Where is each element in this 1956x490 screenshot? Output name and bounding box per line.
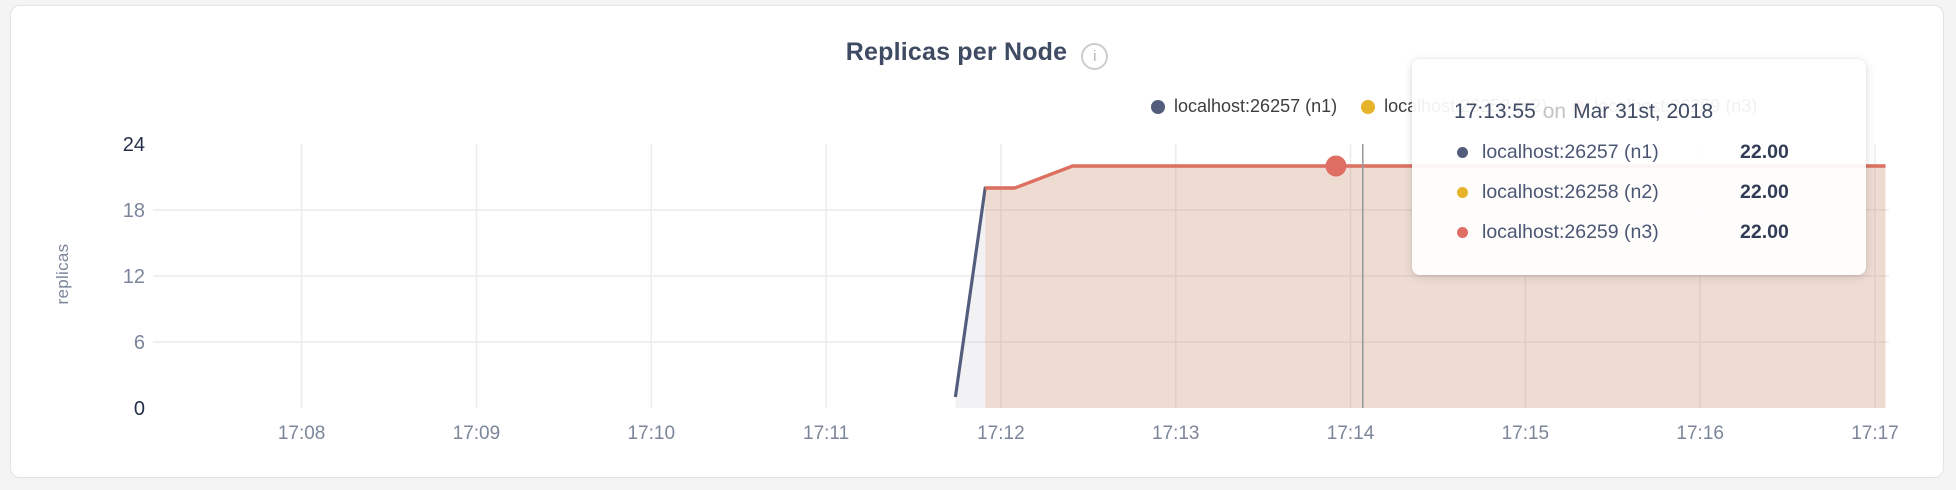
legend-item[interactable]: localhost:26257 (n1): [1151, 96, 1337, 117]
x-axis-tick-label: 17:12: [977, 423, 1025, 444]
tooltip-series-label: localhost:26257 (n1): [1482, 141, 1659, 163]
x-axis-tick-label: 17:17: [1851, 423, 1899, 444]
hover-tooltip: 17:13:55 on Mar 31st, 2018 localhost:26257…: [1412, 59, 1866, 275]
chart-header: Replicas per Node i: [11, 34, 1943, 70]
hover-point: [1325, 155, 1347, 177]
legend-series-dot-icon: [1361, 99, 1376, 114]
info-icon-glyph: i: [1093, 48, 1097, 65]
x-axis-tick-label: 17:11: [803, 423, 849, 444]
tooltip-row: localhost:26258 (n2) 22.00: [1454, 179, 1836, 206]
chart-card: Replicas per Node i localhost:26257 (n1)…: [10, 5, 1944, 478]
legend-series-dot-icon: [1151, 99, 1165, 114]
x-axis-tick-label: 17:08: [278, 423, 326, 444]
tooltip-connector: on: [1542, 100, 1567, 123]
x-axis-tick-label: 17:10: [627, 423, 675, 444]
y-axis-tick-label: 0: [134, 398, 145, 420]
y-axis-tick-label: 6: [134, 332, 145, 354]
legend-series-label: localhost:26257 (n1): [1174, 96, 1338, 116]
tooltip-row: localhost:26259 (n3) 22.00: [1454, 219, 1836, 246]
y-axis-tick-label: 18: [123, 200, 145, 222]
tooltip-rows: localhost:26257 (n1) 22.00 localhost:26258…: [1454, 139, 1836, 246]
y-axis-label: replicas: [53, 243, 72, 305]
tooltip-series-label: localhost:26258 (n2): [1482, 181, 1659, 203]
tooltip-series-value: 22.00: [1740, 181, 1789, 203]
x-axis-tick-label: 17:14: [1327, 423, 1375, 444]
tooltip-series-dot-icon: [1457, 147, 1468, 158]
tooltip-series-dot-icon: [1457, 227, 1468, 238]
chart-title: Replicas per Node: [845, 37, 1068, 66]
x-axis-tick-label: 17:09: [453, 423, 501, 444]
y-axis-tick-label: 24: [123, 134, 145, 156]
y-axis-tick-label: 12: [123, 266, 145, 288]
tooltip-series-label: localhost:26259 (n3): [1482, 221, 1659, 243]
tooltip-series-value: 22.00: [1740, 141, 1789, 163]
info-icon[interactable]: i: [1081, 43, 1109, 70]
x-axis-tick-label: 17:15: [1502, 423, 1550, 444]
tooltip-series-dot-icon: [1457, 187, 1468, 198]
tooltip-header: 17:13:55 on Mar 31st, 2018: [1454, 97, 1836, 127]
tooltip-series-value: 22.00: [1740, 221, 1789, 243]
x-axis-tick-label: 17:16: [1676, 423, 1724, 444]
tooltip-row: localhost:26257 (n1) 22.00: [1454, 139, 1836, 166]
tooltip-time: 17:13:55: [1454, 100, 1536, 123]
x-axis-tick-label: 17:13: [1152, 423, 1200, 444]
tooltip-date: Mar 31st, 2018: [1573, 100, 1714, 123]
